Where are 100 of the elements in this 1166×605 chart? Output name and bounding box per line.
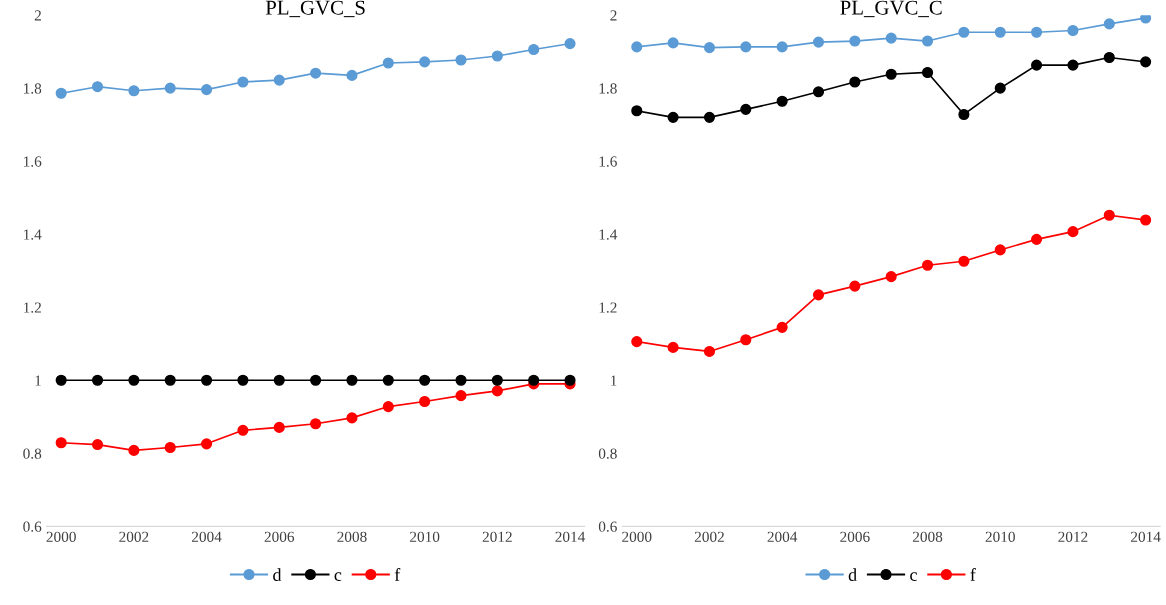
point (812, 36, 825, 48)
chart-title: PL_GVC_C (840, 0, 942, 18)
point (667, 111, 679, 123)
point (455, 374, 467, 386)
point (1140, 214, 1152, 226)
point (1140, 56, 1152, 68)
x-tick-label: 2014 (1131, 531, 1161, 542)
point (528, 374, 540, 386)
point (55, 437, 67, 449)
y-tick-label: 0.8 (598, 448, 617, 459)
point (237, 424, 249, 436)
y-tick-label: 0.6 (598, 521, 617, 532)
y-tick-label: 0.6 (23, 521, 42, 532)
point (382, 401, 394, 413)
point (994, 244, 1006, 256)
point (958, 26, 970, 38)
point (310, 67, 322, 79)
point (740, 334, 752, 346)
point (201, 374, 213, 386)
point (631, 336, 643, 348)
x-tick-label: 2008 (337, 531, 367, 542)
point (564, 38, 576, 50)
y-tick-label: 2 (610, 10, 617, 21)
x-tick-label: 2002 (119, 531, 149, 542)
point (128, 85, 140, 97)
point (1067, 24, 1079, 37)
point (310, 374, 322, 386)
point (491, 385, 503, 397)
point (419, 56, 431, 68)
point (564, 374, 576, 386)
point (346, 412, 358, 424)
point (667, 341, 679, 353)
x-tick-label: 2000 (46, 531, 76, 542)
x-tick-label: 2010 (985, 531, 1015, 542)
point (273, 74, 285, 86)
point (164, 374, 176, 386)
point (1067, 226, 1079, 238)
point (776, 95, 788, 107)
y-tick-label: 2 (34, 10, 41, 21)
point (91, 438, 104, 451)
x-tick-label: 2012 (482, 531, 512, 542)
legend-label: c (910, 572, 917, 581)
x-tick-label: 2004 (767, 531, 798, 542)
y-tick-label: 1.2 (599, 302, 617, 313)
x-tick-label: 2002 (694, 531, 724, 542)
point (703, 345, 716, 357)
point (237, 374, 249, 386)
point (631, 41, 643, 53)
x-tick-label: 2004 (191, 531, 222, 542)
legend-label: c (334, 572, 342, 581)
point (55, 374, 67, 386)
point (382, 374, 394, 386)
legend-label: f (394, 568, 401, 581)
point (201, 438, 213, 450)
x-tick-label: 2006 (840, 531, 870, 542)
point (491, 374, 503, 386)
y-tick-label: 1.4 (24, 229, 42, 240)
y-tick-label: 0.8 (23, 448, 42, 459)
legend-label: f (970, 568, 976, 581)
point (703, 42, 716, 54)
point (1031, 59, 1043, 71)
point (740, 103, 752, 115)
x-tick-label: 2014 (555, 531, 586, 542)
point (455, 54, 467, 66)
point (994, 26, 1006, 38)
point (776, 41, 788, 53)
point (812, 289, 825, 301)
point (55, 87, 67, 99)
point (273, 374, 285, 386)
point (128, 444, 140, 456)
y-tick-label: 1.6 (599, 156, 617, 167)
point (237, 76, 249, 88)
x-tick-label: 2000 (622, 531, 652, 542)
point (128, 374, 140, 386)
point (994, 82, 1006, 94)
point (921, 35, 934, 47)
point (164, 82, 176, 94)
point (1103, 18, 1115, 30)
point (849, 35, 861, 47)
point (419, 395, 431, 408)
point (346, 69, 358, 81)
point (382, 57, 394, 69)
point (201, 84, 213, 96)
y-tick-label: 1 (35, 375, 41, 386)
point (703, 111, 716, 123)
point (1140, 15, 1152, 24)
point (958, 108, 970, 121)
point (91, 81, 104, 93)
chart-title: PL_GVC_S (265, 0, 365, 18)
x-tick-label: 2008 (912, 531, 943, 542)
point (958, 255, 970, 267)
point (667, 37, 679, 49)
point (164, 441, 176, 454)
point (346, 374, 358, 386)
x-tick-label: 2006 (264, 531, 295, 542)
point (740, 41, 752, 53)
point (921, 66, 934, 79)
point (91, 374, 104, 386)
point (812, 86, 825, 98)
point (1103, 51, 1115, 64)
